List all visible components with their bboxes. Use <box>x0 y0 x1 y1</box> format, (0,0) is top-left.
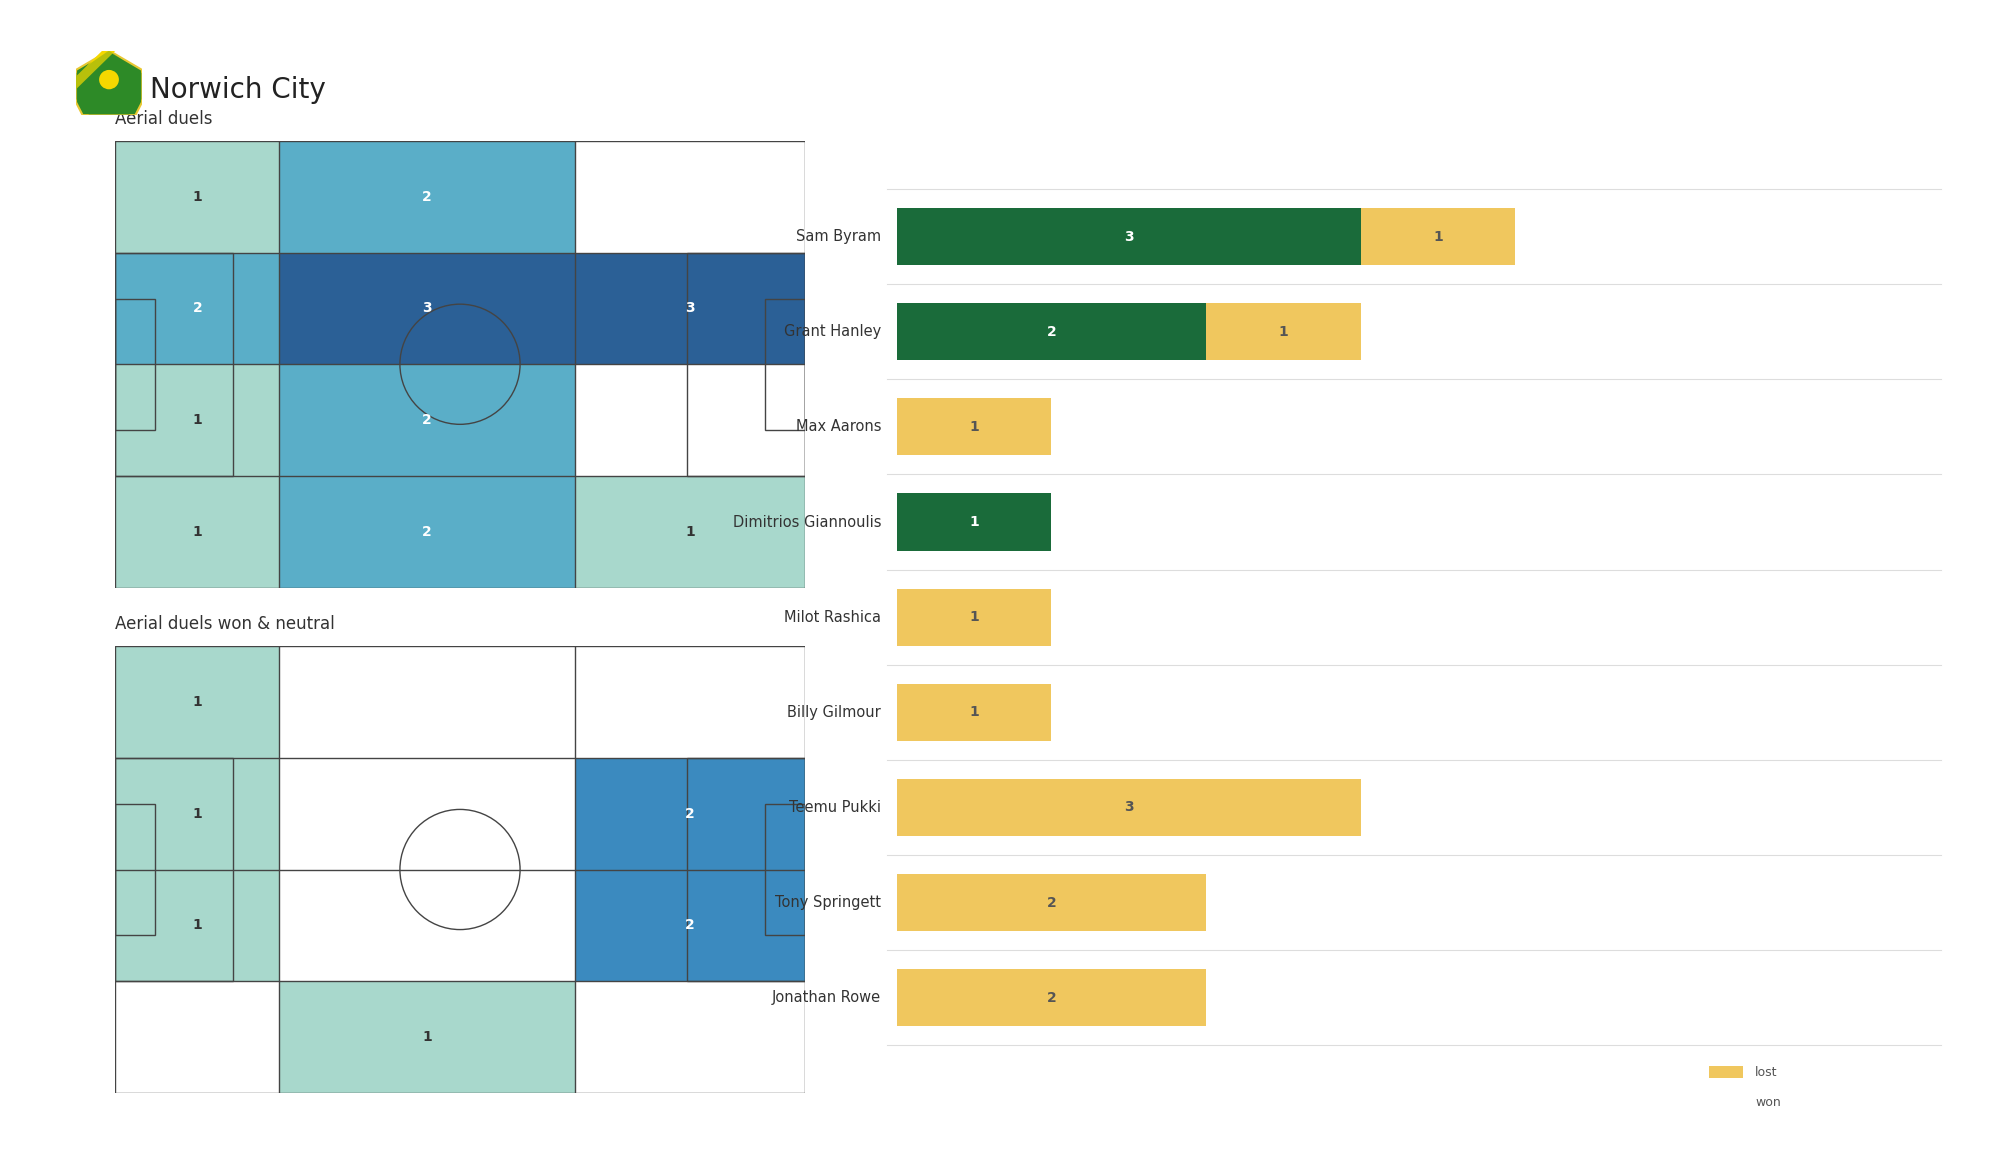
Bar <box>116 298 154 430</box>
Bar <box>116 870 280 981</box>
Bar <box>116 981 280 1093</box>
Bar <box>280 364 574 476</box>
Text: Billy Gilmour: Billy Gilmour <box>788 705 882 720</box>
Text: Jonathan Rowe: Jonathan Rowe <box>772 991 882 1005</box>
Text: 1: 1 <box>422 1030 432 1043</box>
Bar <box>280 476 574 588</box>
Text: 1: 1 <box>192 190 202 203</box>
Bar <box>574 646 804 758</box>
Bar <box>116 758 280 870</box>
Bar <box>686 758 804 981</box>
Bar <box>896 589 1052 646</box>
Text: Milot Rashica: Milot Rashica <box>784 610 882 625</box>
Bar <box>896 494 1052 551</box>
Bar <box>896 398 1052 456</box>
Text: 2: 2 <box>1046 895 1056 909</box>
Bar <box>896 208 1360 266</box>
Polygon shape <box>76 51 142 115</box>
Text: 1: 1 <box>970 515 978 529</box>
Bar <box>280 141 574 253</box>
Text: 1: 1 <box>192 807 202 820</box>
Bar <box>896 303 1206 361</box>
Text: 2: 2 <box>422 190 432 203</box>
Text: Tony Springett: Tony Springett <box>776 895 882 909</box>
Bar <box>116 253 280 364</box>
Text: Norwich City: Norwich City <box>150 76 326 105</box>
Bar <box>116 364 280 476</box>
Bar <box>116 646 280 758</box>
Bar <box>896 779 1360 835</box>
Text: 1: 1 <box>192 414 202 427</box>
Text: Sam Byram: Sam Byram <box>796 229 882 244</box>
Bar <box>766 804 804 935</box>
Bar <box>116 476 280 588</box>
Text: 2: 2 <box>1046 991 1056 1005</box>
Text: 1: 1 <box>684 525 694 538</box>
Text: won: won <box>1756 1096 1780 1109</box>
Bar <box>574 758 804 870</box>
Bar <box>280 253 574 364</box>
Text: 2: 2 <box>422 525 432 538</box>
Bar <box>116 804 154 935</box>
Bar <box>574 141 804 253</box>
Text: 2: 2 <box>422 414 432 427</box>
Text: 3: 3 <box>686 302 694 315</box>
Bar <box>116 141 280 253</box>
Bar <box>1206 303 1360 361</box>
Bar <box>574 870 804 981</box>
Bar <box>116 253 234 476</box>
Text: Dimitrios Giannoulis: Dimitrios Giannoulis <box>732 515 882 530</box>
Bar <box>280 870 574 981</box>
Polygon shape <box>76 51 116 89</box>
Bar <box>896 684 1052 740</box>
Bar <box>1360 208 1516 266</box>
Polygon shape <box>76 51 142 115</box>
Text: 3: 3 <box>1124 229 1134 243</box>
Text: Grant Hanley: Grant Hanley <box>784 324 882 340</box>
Bar <box>686 253 804 476</box>
Text: 1: 1 <box>1434 229 1442 243</box>
Text: 3: 3 <box>422 302 432 315</box>
Text: 3: 3 <box>1124 800 1134 814</box>
Bar <box>1708 1067 1744 1079</box>
Bar <box>1708 1097 1744 1109</box>
Bar <box>116 758 234 981</box>
Text: 2: 2 <box>684 919 694 932</box>
Bar <box>280 981 574 1093</box>
Text: Teemu Pukki: Teemu Pukki <box>790 800 882 815</box>
Text: lost: lost <box>1756 1066 1778 1079</box>
Bar <box>574 981 804 1093</box>
Bar <box>574 476 804 588</box>
Circle shape <box>100 69 118 89</box>
Bar <box>280 758 574 870</box>
Text: 1: 1 <box>970 610 978 624</box>
Text: 1: 1 <box>1278 324 1288 338</box>
Text: 2: 2 <box>192 302 202 315</box>
Bar <box>574 364 804 476</box>
Text: 2: 2 <box>1046 324 1056 338</box>
Text: 1: 1 <box>970 419 978 434</box>
Text: 1: 1 <box>970 705 978 719</box>
Bar <box>280 646 574 758</box>
Bar <box>766 298 804 430</box>
Bar <box>574 253 804 364</box>
Bar <box>896 874 1206 931</box>
Text: 1: 1 <box>192 696 202 709</box>
Text: Max Aarons: Max Aarons <box>796 419 882 435</box>
Text: Aerial duels won & neutral: Aerial duels won & neutral <box>116 616 336 633</box>
Text: 1: 1 <box>192 919 202 932</box>
Text: 1: 1 <box>192 525 202 538</box>
Text: Aerial duels: Aerial duels <box>116 110 212 128</box>
Text: 2: 2 <box>684 807 694 820</box>
Bar <box>896 969 1206 1026</box>
